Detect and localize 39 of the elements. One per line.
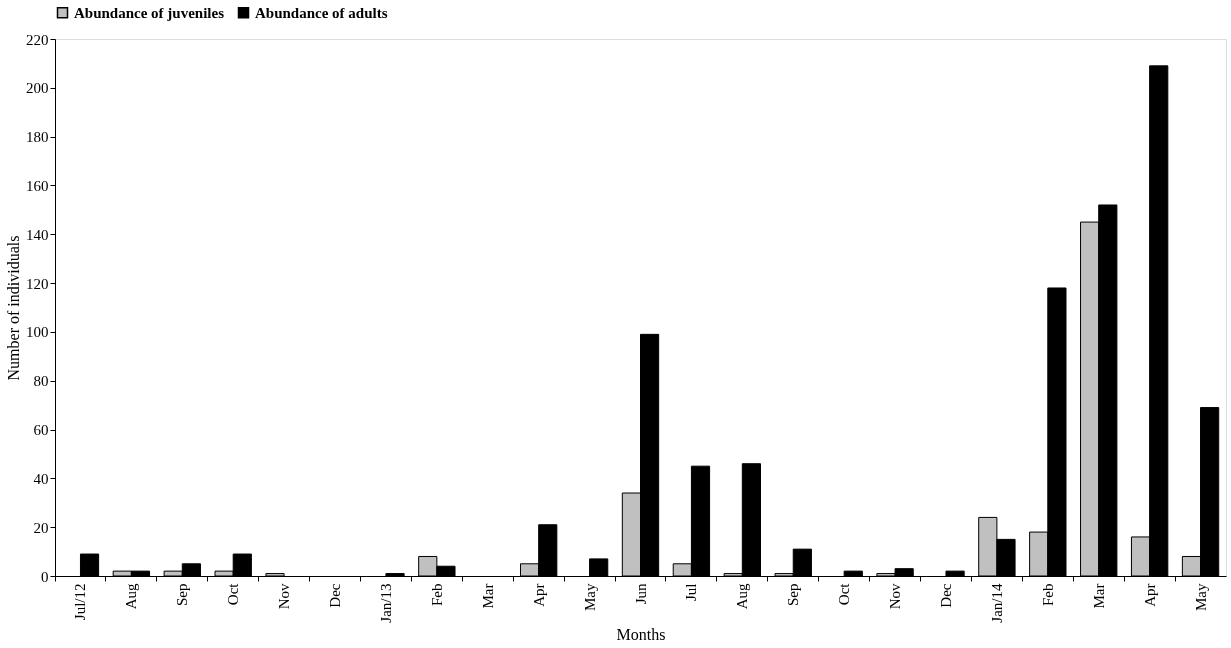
legend-label: Abundance of adults [255,4,388,21]
x-tick-label: Mar [1090,583,1107,609]
x-tick-label: Nov [276,583,293,610]
legend-label: Abundance of juveniles [74,4,225,21]
x-tick-label: Apr [530,583,547,607]
x-tick-label: Dec [327,583,344,608]
x-tick-label: Nov [887,583,904,610]
y-axis-title: Number of individuals [5,235,22,381]
x-tick-label: Oct [836,582,853,606]
x-tick-label: Sep [174,583,191,606]
x-tick-label: Jan/13 [377,583,394,623]
x-tick-label: Oct [225,582,242,606]
y-tick-label: 140 [26,226,49,243]
x-tick-label: Dec [937,583,954,608]
y-tick-label: 80 [33,373,49,390]
x-tick-label: Jun [632,583,649,605]
x-tick-label: Aug [123,583,140,610]
x-tick-label: Mar [479,583,496,609]
y-tick-label: 20 [33,519,49,536]
x-tick-label: May [1192,583,1209,611]
y-tick-label: 220 [26,31,49,48]
x-tick-label: Jul [683,583,700,602]
y-tick-label: 200 [26,80,49,97]
x-tick-label: Feb [428,583,445,606]
y-tick-label: 40 [33,470,49,487]
x-tick-label: Apr [1141,583,1158,607]
x-tick-label: May [581,583,598,611]
x-tick-label: Aug [734,583,751,610]
y-tick-label: 100 [26,324,49,341]
y-tick-label: 0 [41,568,49,585]
y-tick-label: 120 [26,275,49,292]
y-tick-label: 60 [33,422,49,439]
x-tick-label: Jan/14 [988,583,1005,623]
x-tick-label: Jul/12 [72,583,89,621]
y-tick-label: 160 [26,177,49,194]
x-axis-title: Months [616,625,666,643]
x-tick-label: Sep [785,583,802,606]
y-tick-label: 180 [26,129,49,146]
x-tick-label: Feb [1039,583,1056,606]
